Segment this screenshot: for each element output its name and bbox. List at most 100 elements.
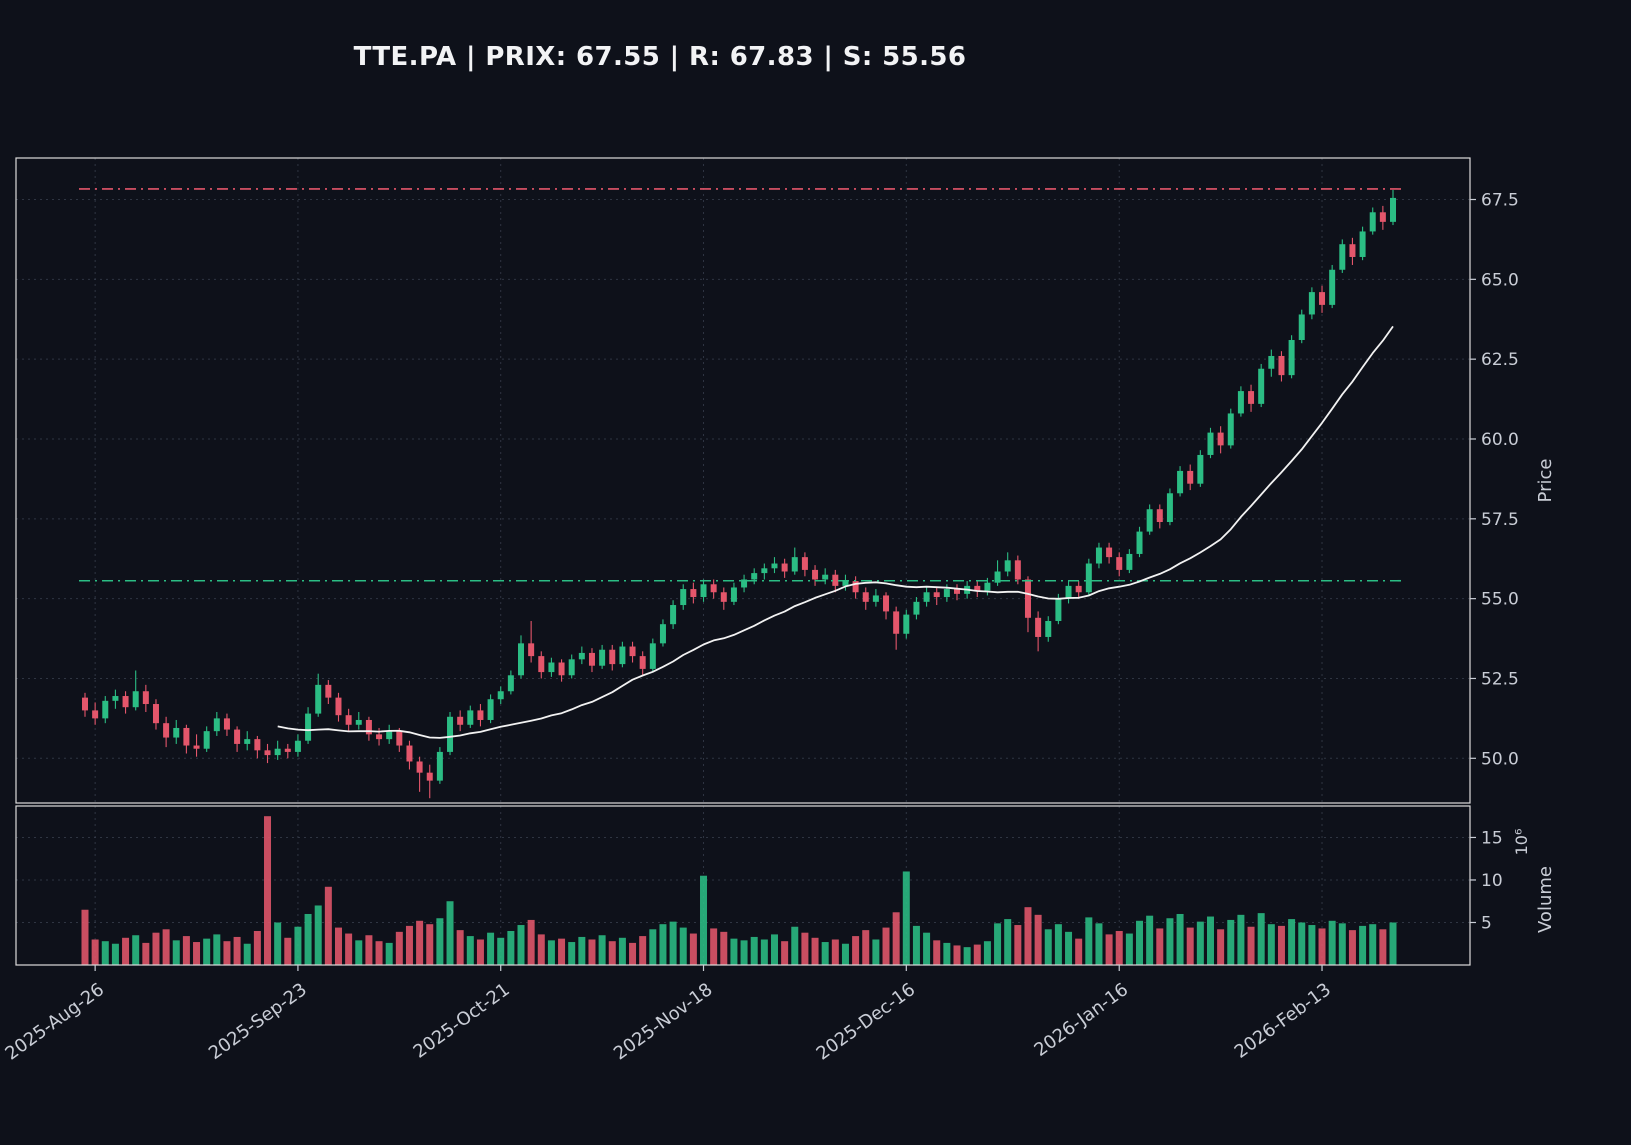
volume-bar [355,940,363,965]
volume-bar [1186,927,1194,965]
candle-body [386,731,393,740]
candle-body [842,581,849,586]
volume-bar [1075,938,1083,965]
candle-body [588,652,595,666]
candle-body [1268,355,1275,369]
volume-bar [497,937,505,965]
candle-body [801,557,808,570]
candle-body [599,649,606,666]
candle-body [365,719,372,735]
volume-bar [537,934,545,965]
date-tick-label: 2025-Aug-26 [2,979,109,1064]
volume-bar [608,941,616,965]
volume-bar [862,930,870,965]
candle-body [335,697,342,716]
volume-bar [111,943,119,965]
volume-bar [801,932,809,965]
volume-bar [740,940,748,965]
candle-body [1339,244,1346,270]
volume-bar [1237,914,1245,965]
price-tick-label: 50.0 [1481,749,1519,769]
candle-body [1379,212,1386,222]
candle-body [518,643,524,676]
volume-bar [1136,920,1144,965]
volume-bar [1156,928,1164,965]
volume-bar [1227,919,1235,965]
candle-body [771,563,778,569]
volume-bar [1125,933,1133,965]
volume-bar [1288,919,1296,965]
candle-body [1065,585,1072,599]
volume-bar [1267,924,1275,965]
volume-bar [182,936,190,965]
candle-body [1390,197,1396,222]
volume-bar [629,942,637,965]
volume-bar [334,927,342,965]
volume-bar [527,919,535,965]
candle-body [548,662,555,673]
candle-body [1369,212,1376,232]
date-tick-label: 2025-Oct-21 [410,979,514,1063]
price-tick-label: 65.0 [1481,270,1519,290]
candle-body [122,696,129,708]
candle-body [142,691,149,705]
volume-bar [568,942,576,965]
candle-body [132,691,139,708]
volume-bar [983,941,991,965]
volume-bar [872,939,880,965]
candle-body [528,643,535,657]
volume-bar [385,942,393,965]
volume-bar [791,926,799,965]
volume-tick-label: 10 [1481,871,1503,891]
candle-body [416,761,423,773]
volume-bar [1369,924,1377,965]
volume-bar [679,927,687,965]
volume-bar [558,938,566,965]
candle-body [82,697,88,711]
volume-bar [476,939,484,965]
candle-body [862,592,869,602]
candle-body [203,731,210,749]
price-axis-label: Price [1535,459,1556,503]
volume-bar [1196,921,1204,965]
volume-bar [345,933,353,965]
candle-body [558,662,565,676]
volume-bar [416,920,424,965]
volume-bar [375,941,383,965]
candle-body [1237,391,1244,414]
volume-bar [1105,934,1113,965]
candle-body [659,624,666,644]
candle-body [305,713,312,741]
volume-bar [892,912,900,965]
volume-bar [243,943,251,965]
candle-body [1217,432,1224,446]
volume-bar [1338,923,1346,965]
volume-bar [122,937,130,965]
candle-body [497,691,504,700]
volume-bar [1257,913,1265,965]
volume-bar [365,935,373,965]
candle-body [1085,563,1092,593]
volume-bar [294,926,302,965]
volume-bar [831,939,839,965]
date-tick-label: 2026-Jan-16 [1030,979,1132,1061]
volume-bar [1379,929,1387,965]
volume-bar [233,936,241,965]
candle-body [254,739,261,751]
volume-bar [101,941,109,965]
candle-body [457,716,464,725]
volume-bar [1348,930,1356,965]
volume-bar [1359,925,1367,965]
candle-body [1166,493,1173,523]
candle-body [883,595,890,612]
date-tick-label: 2025-Sep-23 [205,979,311,1064]
candle-body [112,696,119,701]
volume-bar [1277,925,1285,965]
volume-bar [598,935,606,965]
candle-body [781,563,788,572]
candle-body [710,584,717,593]
candle-body [406,745,413,762]
chart-title: TTE.PA | PRIX: 67.55 | R: 67.83 | S: 55.… [353,42,967,72]
candle-body [325,684,332,698]
